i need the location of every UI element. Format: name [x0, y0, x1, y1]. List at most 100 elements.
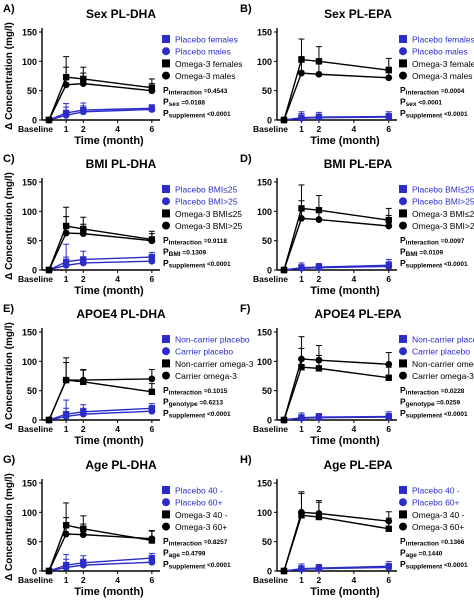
data-point-circle [148, 106, 156, 113]
x-tick-label: 4 [351, 274, 356, 284]
x-axis-label: Time (month) [74, 435, 144, 447]
panel-3: C) BMI PL-DHA Δ Concentration (mg/l) 0 50 100… [3, 153, 243, 297]
y-tick-label: 150 [257, 28, 272, 38]
panel-2: B) Sex PL-EPA 0 50 100 150 Baseline 1 2 4 6 Time (m… [240, 3, 474, 147]
legend-label: Placebo BMI>25 [412, 197, 474, 207]
legend-marker-square [399, 510, 407, 519]
stat-p: P [400, 108, 406, 118]
stat-annotation: Psupplement <0.0001 [400, 559, 468, 571]
stat-p: P [163, 408, 169, 418]
stat-value: <0.0001 [205, 261, 231, 268]
legend-label: Placebo males [175, 47, 231, 57]
stat-annotation: Psupplement <0.0001 [163, 559, 231, 571]
stat-annotation: PBMI =0.0109 [400, 247, 443, 259]
legend-label: Non-carrier placebo [175, 335, 250, 345]
data-point-circle [280, 116, 288, 124]
stat-annotation: Psupplement <0.0001 [163, 408, 231, 420]
y-axis-label: Δ Concentration (mg/l) [4, 322, 15, 430]
stat-p: P [400, 97, 406, 107]
data-point-circle [385, 517, 393, 525]
data-point-circle [385, 360, 393, 368]
stat-p: P [163, 235, 169, 245]
data-point-circle [298, 214, 305, 222]
x-tick-label: 4 [351, 575, 356, 585]
stat-subscript: supplement [406, 263, 443, 270]
x-tick-label: Baseline [253, 124, 288, 134]
legend-label: Placebo 40 - [412, 486, 460, 496]
x-tick-label: 2 [81, 274, 86, 284]
panel-letter: D) [240, 153, 252, 165]
x-tick-label: Baseline [18, 575, 53, 585]
legend-marker-circle [162, 347, 170, 356]
legend-label: Omega-3 females [412, 59, 474, 69]
legend-marker-square [162, 59, 170, 68]
series-line-1 [48, 107, 152, 121]
legend-label: Placebo BMI>25 [175, 197, 238, 207]
y-tick-label: 150 [22, 328, 37, 338]
legend-label: Omega-3 males [412, 71, 472, 81]
data-point-circle [62, 261, 70, 269]
stat-annotation: Pinteraction =0.0097 [400, 235, 465, 247]
stat-subscript: BMI [169, 251, 181, 258]
x-tick-label: 4 [115, 124, 120, 134]
y-tick-label: 100 [22, 508, 37, 518]
chart-title: Sex PL-DHA [86, 7, 156, 21]
stat-subscript: interaction [169, 240, 202, 247]
x-tick-label: 1 [299, 124, 304, 134]
stat-p: P [163, 247, 169, 257]
legend-marker-circle [162, 47, 170, 56]
y-tick-label: 150 [257, 178, 272, 188]
stat-value: =0.1015 [202, 388, 228, 395]
x-tick-label: 2 [317, 274, 322, 284]
stat-annotation: Pinteraction =0.8257 [163, 536, 228, 548]
y-tick-label: 50 [262, 386, 272, 396]
series-line-2 [283, 566, 389, 572]
data-point-circle [298, 414, 305, 422]
x-tick-label: 6 [149, 424, 154, 434]
x-tick-label: Baseline [253, 424, 288, 434]
chart-title: Sex PL-EPA [324, 7, 392, 21]
x-tick-label: 6 [149, 274, 154, 284]
legend-marker-square [399, 185, 407, 193]
legend-label: Placebo females [175, 35, 238, 45]
x-tick-label: 6 [149, 575, 154, 585]
legend-marker-circle [399, 498, 407, 507]
stat-value: =0.4799 [180, 551, 206, 558]
data-point-circle [79, 531, 87, 539]
data-point-circle [280, 266, 288, 274]
panel-letter: F) [240, 303, 251, 315]
stat-value: <0.0001 [205, 411, 231, 418]
stat-subscript: interaction [406, 390, 439, 397]
x-tick-label: Baseline [18, 274, 53, 284]
stat-value: =0.0109 [418, 250, 444, 257]
data-point-circle [298, 69, 305, 77]
y-tick-label: 150 [257, 328, 272, 338]
stat-p: P [400, 397, 406, 407]
x-tick-label: 6 [386, 124, 391, 134]
stat-subscript: genotype [169, 401, 198, 408]
stat-value: <0.0001 [442, 261, 468, 268]
legend-marker-square [399, 209, 407, 218]
x-tick-label: 4 [115, 424, 120, 434]
data-point-circle [148, 257, 156, 265]
stat-p: P [163, 108, 169, 118]
y-tick-label: 100 [22, 357, 37, 367]
stat-p: P [163, 548, 169, 558]
x-axis-label: Time (month) [310, 135, 380, 147]
data-point-circle [79, 376, 87, 384]
stat-value: =0.8257 [202, 539, 228, 546]
x-tick-label: 2 [81, 575, 86, 585]
stat-annotation: Psex =0.0188 [163, 97, 205, 109]
legend-label: Placebo BMI≤25 [175, 185, 238, 195]
stat-subscript: genotype [406, 401, 435, 408]
series-line-1 [48, 407, 152, 421]
stat-p: P [400, 536, 406, 546]
legend-label: Omega-3 males [175, 71, 235, 81]
stat-annotation: Pgenotype =0.6213 [163, 397, 223, 409]
stat-value: =0.6213 [198, 400, 224, 407]
series-line-2 [283, 265, 389, 271]
legend-marker-square [399, 486, 407, 494]
stat-subscript: supplement [169, 413, 206, 420]
data-point-circle [315, 565, 323, 573]
legend-label: Non-carrier omega-3 [175, 359, 254, 369]
